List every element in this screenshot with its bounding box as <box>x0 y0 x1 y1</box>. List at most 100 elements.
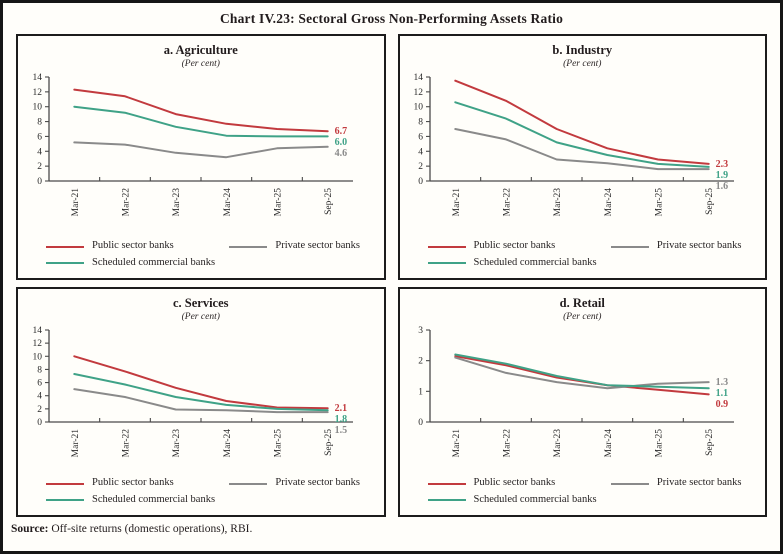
panel-grid: a. Agriculture (Per cent) 0 2 4 6 8 10 12 14 Mar… <box>16 34 767 517</box>
svg-text:Sep-25: Sep-25 <box>324 188 334 215</box>
scheduled-line-swatch <box>427 261 466 264</box>
legend-label: Public sector banks <box>92 477 174 489</box>
legend-label: Scheduled commercial banks <box>92 256 216 268</box>
legend-item-scheduled: Scheduled commercial banks <box>46 255 229 271</box>
svg-text:Mar-24: Mar-24 <box>604 429 614 458</box>
legend-label: Private sector banks <box>656 240 742 252</box>
svg-text:Mar-25: Mar-25 <box>655 429 665 458</box>
panel-title-agriculture: a. Agriculture <box>163 43 238 57</box>
panel-subtitle-services: (Per cent) <box>181 312 220 322</box>
svg-text:Mar-21: Mar-21 <box>452 188 462 217</box>
public-line-swatch <box>427 245 466 248</box>
legend-label: Scheduled commercial banks <box>473 256 597 268</box>
svg-text:6: 6 <box>419 132 424 142</box>
svg-text:1.5: 1.5 <box>334 425 347 436</box>
legend-item-private: Private sector banks <box>610 238 755 254</box>
legend-retail: Public sector banks Private sector banks… <box>400 475 766 515</box>
panel-title-services: c. Services <box>172 296 229 310</box>
source-label: Source: <box>11 523 49 535</box>
svg-text:0: 0 <box>37 418 42 428</box>
svg-text:10: 10 <box>414 103 424 113</box>
svg-text:6: 6 <box>37 132 42 142</box>
svg-text:Mar-24: Mar-24 <box>223 188 233 217</box>
svg-text:2.3: 2.3 <box>716 159 729 170</box>
svg-text:4.6: 4.6 <box>334 148 347 159</box>
public-line-swatch <box>46 482 84 485</box>
svg-text:Sep-25: Sep-25 <box>705 429 715 456</box>
public-line-swatch <box>46 245 84 248</box>
legend-item-public: Public sector banks <box>46 238 229 254</box>
legend-item-private: Private sector banks <box>610 475 755 491</box>
panel-subtitle-agriculture: (Per cent) <box>181 59 220 69</box>
svg-text:2: 2 <box>419 162 424 172</box>
private-line-swatch <box>229 245 268 248</box>
svg-text:Mar-24: Mar-24 <box>604 188 614 217</box>
svg-text:1.6: 1.6 <box>716 181 729 192</box>
svg-text:2: 2 <box>37 405 42 415</box>
legend-label: Public sector banks <box>92 240 174 252</box>
panel-agriculture: a. Agriculture (Per cent) 0 2 4 6 8 10 12 14 Mar… <box>16 34 386 280</box>
legend-label: Private sector banks <box>656 477 742 489</box>
svg-text:Mar-22: Mar-22 <box>121 429 131 458</box>
page-title: Chart IV.23: Sectoral Gross Non-Performi… <box>219 11 564 26</box>
svg-text:0: 0 <box>37 177 42 187</box>
legend-industry: Public sector banks Private sector banks… <box>400 238 766 278</box>
svg-text:Mar-24: Mar-24 <box>223 429 233 458</box>
panel-title-industry: b. Industry <box>552 43 613 57</box>
svg-text:14: 14 <box>32 326 42 336</box>
private-line-swatch <box>610 245 649 248</box>
svg-text:12: 12 <box>414 88 424 98</box>
panel-subtitle-retail: (Per cent) <box>563 312 602 322</box>
svg-text:2: 2 <box>419 357 424 367</box>
scheduled-line-swatch <box>46 498 84 501</box>
svg-text:Mar-22: Mar-22 <box>503 429 513 458</box>
legend-label: Scheduled commercial banks <box>92 493 216 505</box>
svg-text:0: 0 <box>419 177 424 187</box>
panel-services: c. Services (Per cent) 0 2 4 6 8 10 12 14 Mar-21… <box>16 287 386 517</box>
svg-text:Mar-23: Mar-23 <box>553 429 563 458</box>
svg-text:3: 3 <box>419 326 424 336</box>
legend-item-private: Private sector banks <box>229 238 373 254</box>
legend-item-public: Public sector banks <box>427 475 611 491</box>
legend-label: Public sector banks <box>473 240 556 252</box>
svg-text:Mar-23: Mar-23 <box>172 188 182 217</box>
legend-item-scheduled: Scheduled commercial banks <box>427 492 611 508</box>
plot-industry: 0 2 4 6 8 10 12 14 Mar-21 Mar-22 Mar-23 Mar-24 Mar-2… <box>414 73 735 217</box>
svg-text:1: 1 <box>419 387 424 397</box>
svg-text:0: 0 <box>419 418 424 428</box>
svg-text:4: 4 <box>419 147 424 157</box>
source-note: Source: Off-site returns (domestic opera… <box>11 523 780 535</box>
svg-text:2: 2 <box>37 162 42 172</box>
panel-retail: d. Retail (Per cent) 0 1 2 3 Mar-21 Mar-22 Mar… <box>397 287 767 517</box>
legend-item-public: Public sector banks <box>46 475 229 491</box>
svg-text:12: 12 <box>32 339 42 349</box>
svg-text:Mar-23: Mar-23 <box>172 429 182 458</box>
private-line-swatch <box>610 482 649 485</box>
public-line-swatch <box>427 482 466 485</box>
svg-text:6.7: 6.7 <box>334 126 347 137</box>
legend-label: Public sector banks <box>473 477 556 489</box>
svg-text:Mar-21: Mar-21 <box>71 429 81 458</box>
source-text: Off-site returns (domestic operations), … <box>48 523 253 535</box>
panel-title-retail: d. Retail <box>559 296 605 310</box>
svg-text:10: 10 <box>32 352 42 362</box>
svg-text:Mar-21: Mar-21 <box>452 429 462 458</box>
svg-text:1.1: 1.1 <box>716 388 729 399</box>
svg-text:Sep-25: Sep-25 <box>705 188 715 215</box>
panel-industry: b. Industry (Per cent) 0 2 4 6 8 10 12 14 Mar-21… <box>397 34 767 280</box>
legend-item-private: Private sector banks <box>229 475 373 491</box>
svg-text:6.0: 6.0 <box>334 137 347 148</box>
svg-text:Mar-22: Mar-22 <box>503 188 513 217</box>
legend-agriculture: Public sector banks Private sector banks… <box>18 238 384 278</box>
svg-text:14: 14 <box>32 73 42 83</box>
legend-item-scheduled: Scheduled commercial banks <box>46 492 229 508</box>
svg-text:1.8: 1.8 <box>334 414 347 425</box>
svg-text:Mar-25: Mar-25 <box>273 429 283 458</box>
svg-text:10: 10 <box>32 103 42 113</box>
plot-services: 0 2 4 6 8 10 12 14 Mar-21 Mar-22 Mar-23 Mar-24 Mar-2… <box>32 326 353 458</box>
svg-text:0.9: 0.9 <box>716 399 729 410</box>
legend-item-scheduled: Scheduled commercial banks <box>427 255 611 271</box>
svg-text:Mar-25: Mar-25 <box>273 188 283 217</box>
svg-text:4: 4 <box>37 392 42 402</box>
